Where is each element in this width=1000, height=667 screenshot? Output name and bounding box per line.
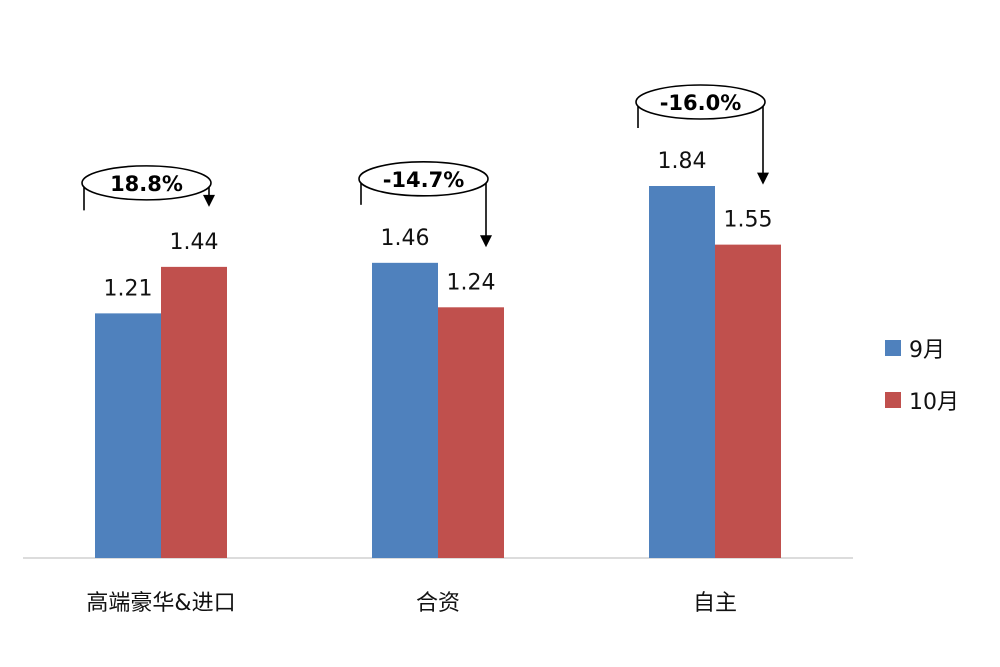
arrow-down-icon: [757, 172, 769, 185]
legend-swatch: [885, 340, 901, 356]
data-label: 1.46: [381, 226, 430, 251]
data-label: 1.21: [104, 276, 153, 301]
category-label: 自主: [693, 591, 737, 616]
bar-oct-1: [438, 307, 504, 558]
data-label: 1.55: [724, 208, 773, 233]
arrow-down-icon: [203, 194, 215, 207]
data-label: 1.44: [170, 230, 219, 255]
category-label: 高端豪华&进口: [86, 591, 235, 616]
change-annotation: -14.7%: [358, 161, 492, 248]
arrow-down-icon: [480, 235, 492, 248]
change-annotation: -16.0%: [635, 84, 769, 185]
data-label: 1.24: [447, 270, 496, 295]
legend-label: 9月: [909, 338, 945, 363]
change-annotation: 18.8%: [81, 165, 215, 211]
data-label: 1.84: [658, 149, 707, 174]
legend-label: 10月: [909, 390, 959, 415]
bar-sep-0: [95, 313, 161, 558]
bar-oct-2: [715, 244, 781, 558]
bar-oct-0: [161, 266, 227, 558]
bar-sep-2: [649, 186, 715, 558]
bar-sep-1: [372, 262, 438, 558]
change-percent-label: -16.0%: [660, 91, 742, 115]
change-percent-label: -14.7%: [383, 168, 465, 192]
legend-swatch: [885, 392, 901, 408]
category-label: 合资: [416, 591, 460, 616]
change-percent-label: 18.8%: [110, 172, 183, 196]
